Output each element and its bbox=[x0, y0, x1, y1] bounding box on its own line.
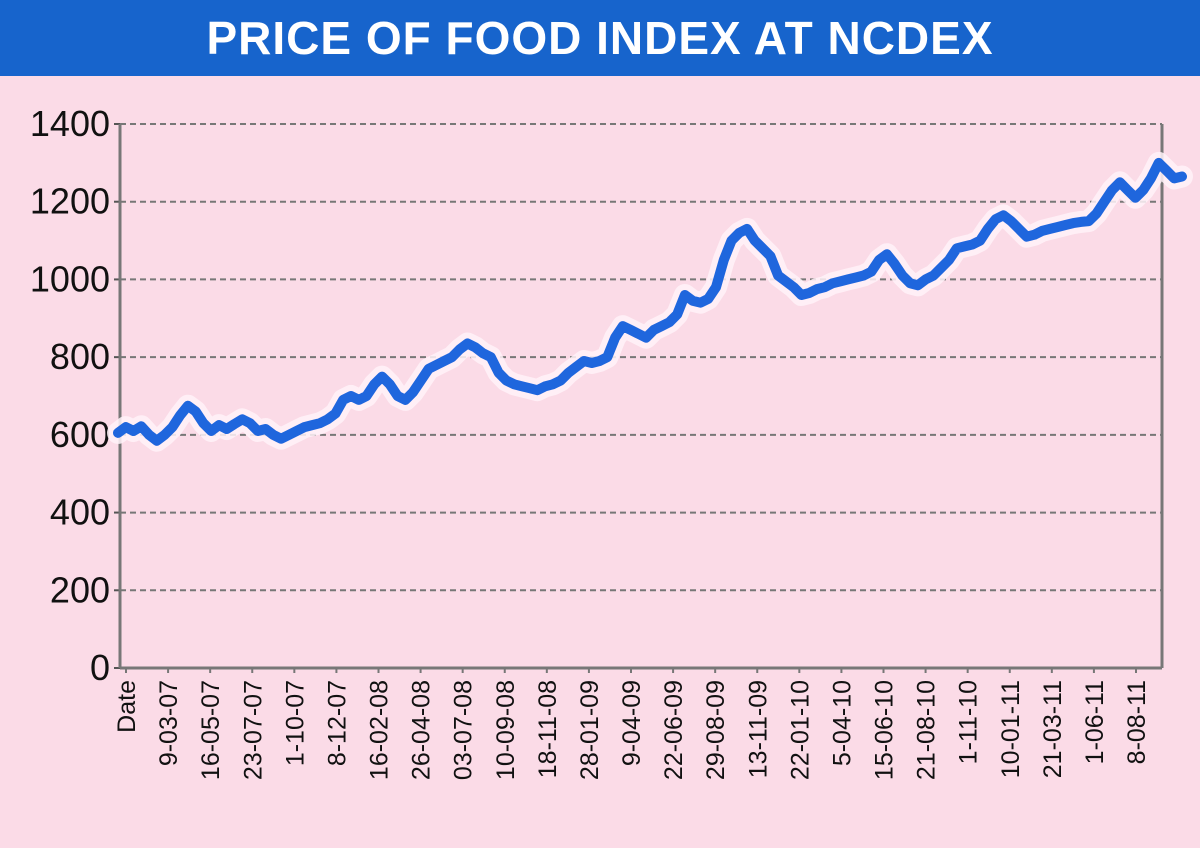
x-tick-label: 21-08-10 bbox=[913, 680, 941, 780]
axes bbox=[114, 123, 1164, 673]
x-tick-label: 22-06-09 bbox=[660, 680, 688, 780]
x-tick-label: 16-05-07 bbox=[197, 680, 225, 780]
y-axis-ticks: 0 200 400 600 800 1000 1200 1400 bbox=[30, 103, 110, 688]
y-tick-label: 0 bbox=[90, 647, 110, 688]
x-tick-label: 23-07-07 bbox=[239, 680, 267, 780]
title-banner: PRICE OF FOOD INDEX AT NCDEX bbox=[0, 0, 1200, 76]
x-tick-label: 16-02-08 bbox=[366, 680, 394, 780]
x-tick-label: 1-06-11 bbox=[1081, 680, 1109, 764]
y-tick-label: 600 bbox=[50, 414, 110, 455]
y-tick-label: 400 bbox=[50, 492, 110, 533]
x-tick-label: 8-12-07 bbox=[323, 680, 351, 766]
x-tick-label: 13-11-09 bbox=[744, 680, 772, 778]
x-tick-label: 10-09-08 bbox=[492, 680, 520, 780]
chart-title: PRICE OF FOOD INDEX AT NCDEX bbox=[206, 12, 994, 64]
series-layer bbox=[107, 151, 1193, 452]
x-axis-ticks: Date 9-03-07 16-05-07 23-07-07 1-10-07 8-12-0… bbox=[113, 680, 1151, 780]
y-tick-label: 1400 bbox=[30, 103, 110, 144]
y-tick-label: 200 bbox=[50, 569, 110, 610]
x-tick-label: 10-01-11 bbox=[997, 680, 1025, 778]
y-tick-label: 1000 bbox=[30, 258, 110, 299]
series-line bbox=[113, 157, 1187, 446]
x-tick-label: 29-08-09 bbox=[702, 680, 730, 780]
x-tick-label: 18-11-08 bbox=[534, 680, 562, 778]
x-tick-label: 9-03-07 bbox=[155, 680, 183, 766]
x-tick-label: 9-04-09 bbox=[618, 680, 646, 766]
x-tick-label: 26-04-08 bbox=[408, 680, 436, 780]
x-tick-label: 15-06-10 bbox=[871, 680, 899, 780]
x-tick-label: 22-01-10 bbox=[786, 680, 814, 780]
series-halo bbox=[107, 151, 1193, 452]
x-tick-label: 5-04-10 bbox=[828, 680, 856, 766]
x-tick-label: 03-07-08 bbox=[450, 680, 478, 780]
x-tick-label: 28-01-09 bbox=[576, 680, 604, 780]
y-tick-label: 800 bbox=[50, 336, 110, 377]
line-chart: 0 200 400 600 800 1000 1200 1400 Date 9-03-07 16-… bbox=[30, 103, 1193, 780]
y-tick-label: 1200 bbox=[30, 181, 110, 222]
gridlines bbox=[120, 123, 1162, 592]
x-tick-label: Date bbox=[113, 680, 141, 733]
x-tick-label: 1-10-07 bbox=[281, 680, 309, 766]
x-tick-label: 1-11-10 bbox=[955, 680, 983, 764]
x-tick-label: 21-03-11 bbox=[1039, 680, 1067, 778]
x-tick-label: 8-08-11 bbox=[1123, 680, 1151, 764]
